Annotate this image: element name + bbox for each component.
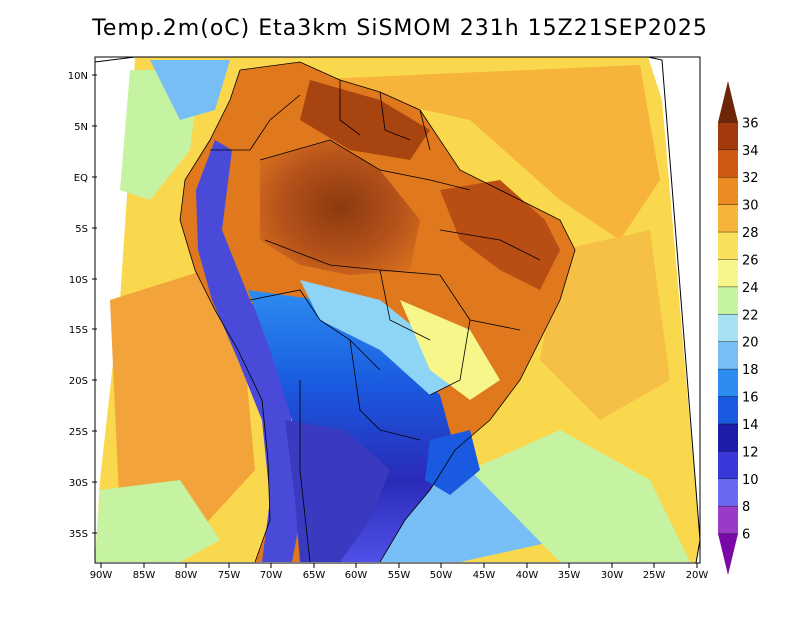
guiana-hot xyxy=(300,80,430,160)
andes-cold xyxy=(196,140,300,562)
ocean-pacific-warm xyxy=(110,270,255,530)
lon-tick-label: 65W xyxy=(303,570,326,581)
colorbar-swatch xyxy=(718,396,738,424)
colorbar-label: 26 xyxy=(742,253,759,268)
lat-tick-25S: 25S xyxy=(69,427,97,438)
lon-tick-label: 25W xyxy=(643,570,666,581)
colorbar-label: 34 xyxy=(742,144,759,159)
lat-tick-10S: 10S xyxy=(69,275,97,286)
country-borders xyxy=(179,61,576,563)
colorbar-swatch xyxy=(718,314,738,342)
lon-tick-label: 50W xyxy=(430,570,453,581)
plot-box xyxy=(94,56,701,564)
colorbar-swatch xyxy=(718,149,738,178)
lat-tick-label: EQ xyxy=(74,173,88,184)
lat-tick-EQ: EQ xyxy=(74,173,97,184)
lon-tick-label: 20W xyxy=(686,570,709,581)
lon-tick-label: 80W xyxy=(175,570,198,581)
lon-tick-label: 60W xyxy=(345,570,368,581)
lon-tick-label: 30W xyxy=(601,570,624,581)
colorbar-swatch xyxy=(718,122,738,150)
amazon-hot-core xyxy=(260,140,420,275)
lat-tick-15S: 15S xyxy=(69,325,97,336)
lat-tick-10N: 10N xyxy=(68,71,97,82)
lon-tick-label: 90W xyxy=(90,570,113,581)
colorbar-swatch xyxy=(718,506,738,534)
colorbar-swatch xyxy=(718,204,738,233)
ocean-green-west xyxy=(95,480,220,562)
colorbar-swatch xyxy=(718,177,738,205)
colorbar-label: 6 xyxy=(742,528,750,543)
lat-tick-label: 5N xyxy=(74,122,88,133)
colorbar-label: 22 xyxy=(742,308,759,323)
ocean-warm-east xyxy=(540,230,670,420)
lat-tick-label: 5S xyxy=(75,224,88,235)
ocean-green-south xyxy=(470,430,690,562)
colorbar-label: 8 xyxy=(742,500,750,515)
lon-tick-label: 35W xyxy=(558,570,581,581)
lat-tick-label: 15S xyxy=(69,325,88,336)
lat-tick-5N: 5N xyxy=(74,122,97,133)
lon-tick-label: 45W xyxy=(473,570,496,581)
lat-tick-label: 10N xyxy=(68,71,88,82)
ocean-blue-nw xyxy=(150,60,230,120)
colorbar-swatch xyxy=(718,533,738,575)
colorbar-label: 36 xyxy=(742,116,759,131)
lat-tick-label: 35S xyxy=(69,529,88,540)
lat-tick-20S: 20S xyxy=(69,376,97,387)
colorbar: 6 8 10 12 14 16 18 20 22 24 26 28 30 32 34 36 xyxy=(718,81,759,575)
northeast-hot xyxy=(440,180,560,290)
lon-tick-label: 85W xyxy=(133,570,156,581)
colorbar-label: 18 xyxy=(742,363,759,378)
lat-tick-35S: 35S xyxy=(69,529,97,540)
colorbar-swatch xyxy=(718,232,738,260)
lat-axis: 10N 5N EQ 5S 10S 15S 20S 25S 30S 35S xyxy=(68,71,97,540)
lat-tick-label: 25S xyxy=(69,427,88,438)
map-title: Temp.2m(oC) Eta3km SiSMOM 231h 15Z21SEP2… xyxy=(92,16,708,41)
colorbar-swatch xyxy=(718,423,738,452)
colorbar-label: 28 xyxy=(742,226,759,241)
colorbar-label: 24 xyxy=(742,281,759,296)
colorbar-label: 10 xyxy=(742,473,759,488)
lat-tick-5S: 5S xyxy=(75,224,97,235)
lat-tick-30S: 30S xyxy=(69,478,97,489)
chaco-transition xyxy=(300,280,460,395)
lon-tick-label: 70W xyxy=(260,570,283,581)
lon-axis: 90W 85W 80W 75W 70W 65W 60W 55W 50W 45W … xyxy=(90,563,709,581)
lat-tick-label: 20S xyxy=(69,376,88,387)
colorbar-swatch xyxy=(718,81,738,123)
colorbar-label: 14 xyxy=(742,418,759,433)
lon-tick-label: 40W xyxy=(516,570,539,581)
colorbar-swatch xyxy=(718,451,738,479)
colorbar-label: 16 xyxy=(742,391,759,406)
colorbar-label: 20 xyxy=(742,336,759,351)
lat-tick-label: 10S xyxy=(69,275,88,286)
ocean-warm-north xyxy=(300,65,660,240)
uruguay-light xyxy=(425,430,480,495)
colorbar-label: 30 xyxy=(742,199,759,214)
colorbar-swatch xyxy=(718,369,738,397)
temperature-field xyxy=(95,57,700,562)
lat-tick-label: 30S xyxy=(69,478,88,489)
colorbar-swatch xyxy=(718,341,738,370)
south-cold-core xyxy=(285,420,390,562)
lon-tick-label: 55W xyxy=(388,570,411,581)
lon-tick-label: 75W xyxy=(218,570,241,581)
colorbar-label: 12 xyxy=(742,445,759,460)
colorbar-swatch xyxy=(718,286,738,315)
colorbar-swatch xyxy=(718,259,738,287)
plateau-yellow xyxy=(400,300,500,400)
colorbar-label: 32 xyxy=(742,171,759,186)
colorbar-swatch xyxy=(718,478,738,507)
